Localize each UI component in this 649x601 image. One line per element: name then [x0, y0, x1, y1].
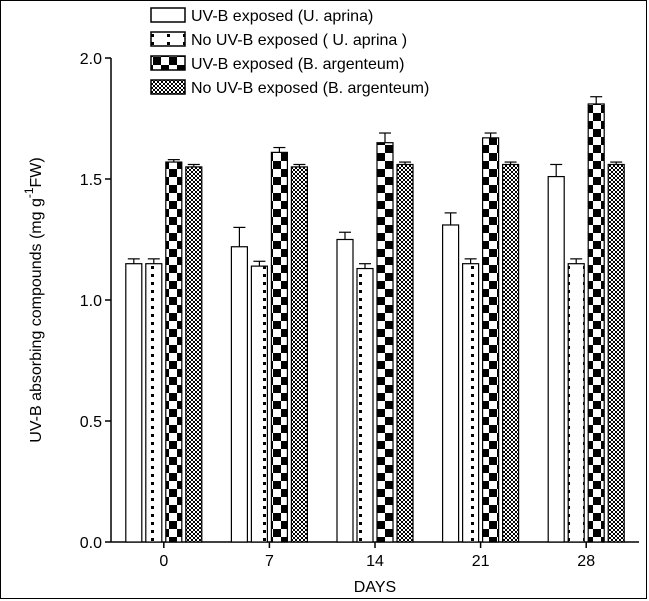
bar	[587, 103, 605, 543]
bar	[185, 166, 203, 543]
bar	[356, 267, 374, 543]
x-axis-title: DAYS	[354, 579, 396, 596]
axes: 0.0 0.5 1.0 1.5 2.0 UV-B absorbing compounds …	[22, 51, 639, 596]
legend: UV-B exposed (U. aprina) No UV-B exposed …	[150, 7, 429, 97]
bar	[145, 263, 163, 543]
y-tick-label: 0.0	[80, 535, 102, 552]
bar	[442, 224, 460, 543]
bar	[336, 238, 354, 543]
legend-label: UV-B exposed (B. argenteum)	[191, 56, 404, 73]
y-tick-label: 1.5	[80, 172, 102, 189]
legend-swatch	[150, 31, 186, 47]
x-tick-label: 28	[577, 553, 595, 570]
bars	[125, 96, 625, 543]
bar	[396, 163, 414, 543]
legend-label: UV-B exposed (U. aprina)	[191, 8, 373, 25]
bar	[270, 151, 288, 543]
bar	[502, 163, 520, 543]
legend-label: No UV-B exposed ( U. aprina )	[191, 32, 407, 49]
x-tick-label: 7	[265, 553, 274, 570]
legend-swatch	[150, 55, 186, 71]
x-tick-label: 14	[366, 553, 384, 570]
bar	[462, 263, 480, 543]
y-tick-label: 1.0	[80, 293, 102, 310]
legend-swatch	[150, 7, 186, 23]
x-tick-label: 21	[472, 553, 490, 570]
bar	[567, 263, 585, 543]
bar	[230, 246, 248, 543]
legend-swatch	[150, 79, 186, 95]
legend-label: No UV-B exposed (B. argenteum)	[191, 80, 429, 97]
bar	[165, 161, 183, 543]
y-tick-label: 2.0	[80, 51, 102, 68]
bar	[547, 175, 565, 543]
y-tick-label: 0.5	[80, 414, 102, 431]
y-axis-title: UV-B absorbing compounds (mg g-1FW)	[22, 157, 45, 442]
bar	[290, 166, 308, 543]
bar	[607, 163, 625, 543]
x-tick-label: 0	[159, 553, 168, 570]
bar	[250, 265, 268, 543]
bar	[125, 263, 143, 543]
bar	[376, 142, 394, 543]
bar	[482, 137, 500, 543]
